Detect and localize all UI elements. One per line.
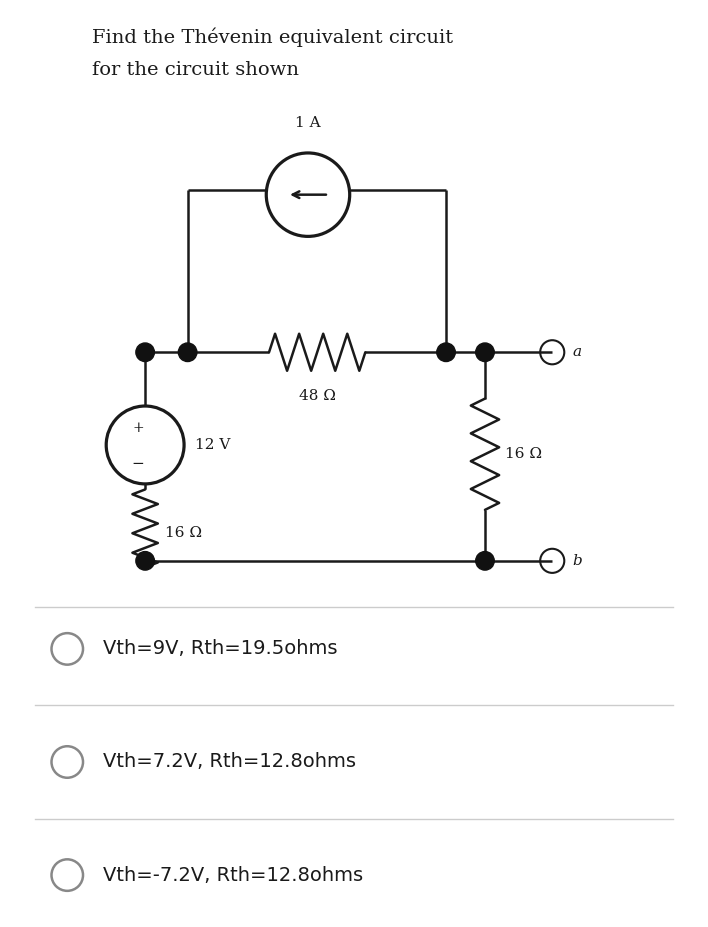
Text: Find the Thévenin equivalent circuit: Find the Thévenin equivalent circuit [92, 27, 453, 47]
Text: 48 Ω: 48 Ω [299, 389, 336, 403]
Text: Vth=9V, Rth=19.5ohms: Vth=9V, Rth=19.5ohms [103, 640, 337, 658]
Text: 1 A: 1 A [295, 116, 321, 130]
Ellipse shape [266, 153, 350, 236]
Text: a: a [573, 345, 582, 360]
Ellipse shape [106, 406, 184, 484]
Text: Vth=7.2V, Rth=12.8ohms: Vth=7.2V, Rth=12.8ohms [103, 753, 355, 771]
Text: for the circuit shown: for the circuit shown [92, 60, 299, 79]
Ellipse shape [136, 343, 154, 362]
Ellipse shape [476, 343, 494, 362]
Ellipse shape [476, 552, 494, 570]
Text: 16 Ω: 16 Ω [165, 526, 202, 540]
Text: b: b [573, 553, 583, 568]
Ellipse shape [136, 552, 154, 570]
Text: 16 Ω: 16 Ω [505, 447, 542, 462]
Text: Vth=-7.2V, Rth=12.8ohms: Vth=-7.2V, Rth=12.8ohms [103, 866, 362, 884]
Ellipse shape [178, 343, 197, 362]
Text: +: + [132, 421, 144, 436]
Text: −: − [132, 456, 144, 471]
Ellipse shape [437, 343, 455, 362]
Text: 12 V: 12 V [195, 438, 230, 452]
